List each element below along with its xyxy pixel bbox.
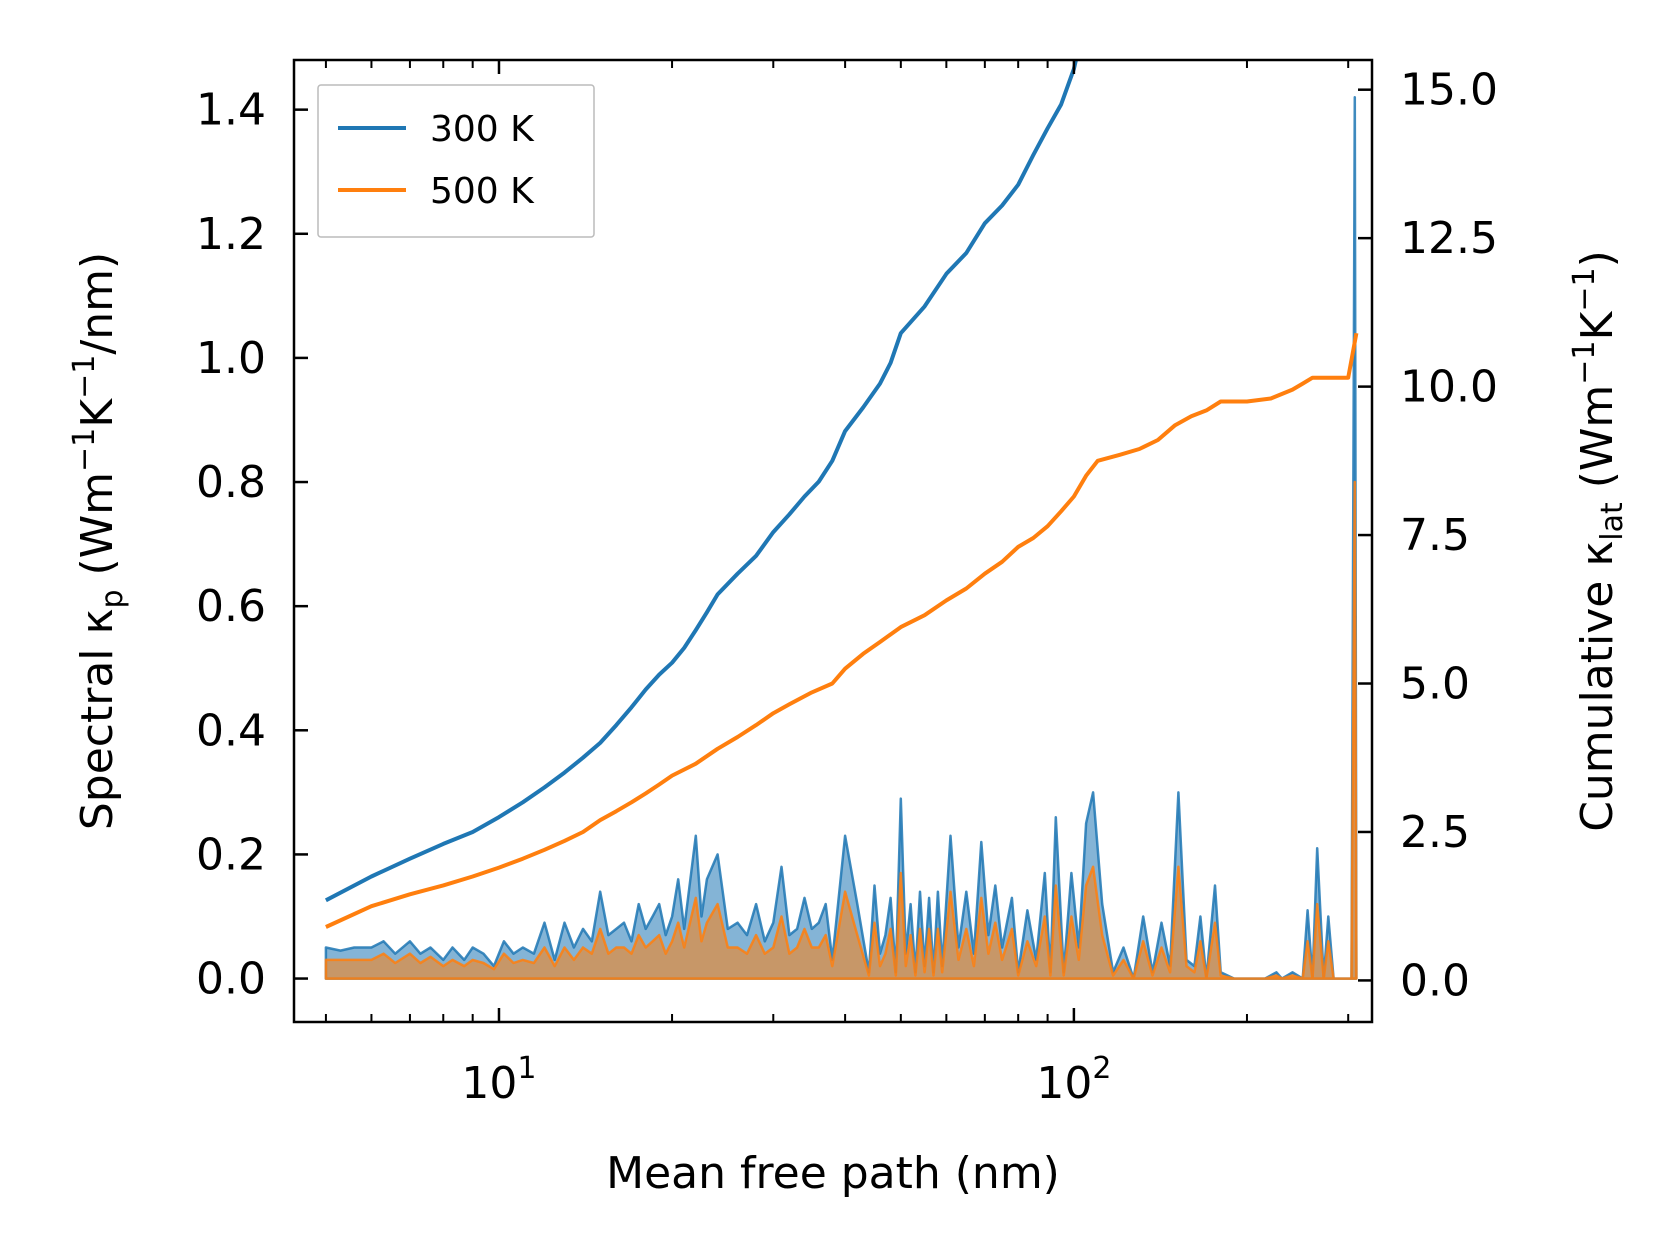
y2-tick-label: 12.5: [1400, 213, 1498, 264]
y-tick-label: 1.4: [196, 85, 266, 136]
cumulative-line-300k: [324, 60, 1078, 903]
y-tick-label: 1.0: [196, 333, 266, 384]
y-tick-label: 0.8: [196, 457, 266, 508]
x-axis-title: Mean free path (nm): [606, 1148, 1060, 1199]
y-axis-title: Spectral κp (Wm−1K−1/nm): [67, 252, 130, 830]
legend: 300 K 500 K: [317, 84, 595, 238]
x-tick-label: 102: [1036, 1051, 1111, 1109]
legend-box: [317, 84, 595, 238]
y-tick-label: 0.2: [196, 829, 266, 880]
y-tick-label: 0.0: [196, 954, 266, 1005]
spectral-area-300k: [324, 95, 1358, 980]
y-tick-label: 0.6: [196, 581, 266, 632]
spectral-area-500k: [324, 480, 1358, 980]
cumulative-lines: [324, 60, 1359, 929]
y2-axis-title: Cumulative κlat (Wm−1K−1): [1567, 250, 1630, 832]
y2-tick-label: 0.0: [1400, 955, 1470, 1006]
y-tick-label: 1.2: [196, 209, 266, 260]
x-tick-label: 101: [461, 1051, 536, 1109]
y-tick-label: 0.4: [196, 705, 266, 756]
y2-tick-label: 10.0: [1400, 362, 1498, 413]
y2-tick-label: 15.0: [1400, 65, 1498, 116]
spectral-fills: [324, 95, 1358, 980]
cumulative-line-500k: [325, 332, 1359, 929]
y2-tick-label: 7.5: [1400, 510, 1470, 561]
legend-label-500k: 500 K: [430, 171, 535, 212]
y2-tick-label: 2.5: [1400, 807, 1470, 858]
legend-label-300k: 300 K: [430, 109, 535, 150]
axis-ticks: 0.0 0.2 0.4 0.6 0.8 1.0 1.2 1.4 0.0 2.5 5.0 7.5 10.0…: [196, 60, 1498, 1109]
plot-frame: [292, 58, 1374, 1024]
y2-tick-label: 5.0: [1400, 659, 1470, 710]
